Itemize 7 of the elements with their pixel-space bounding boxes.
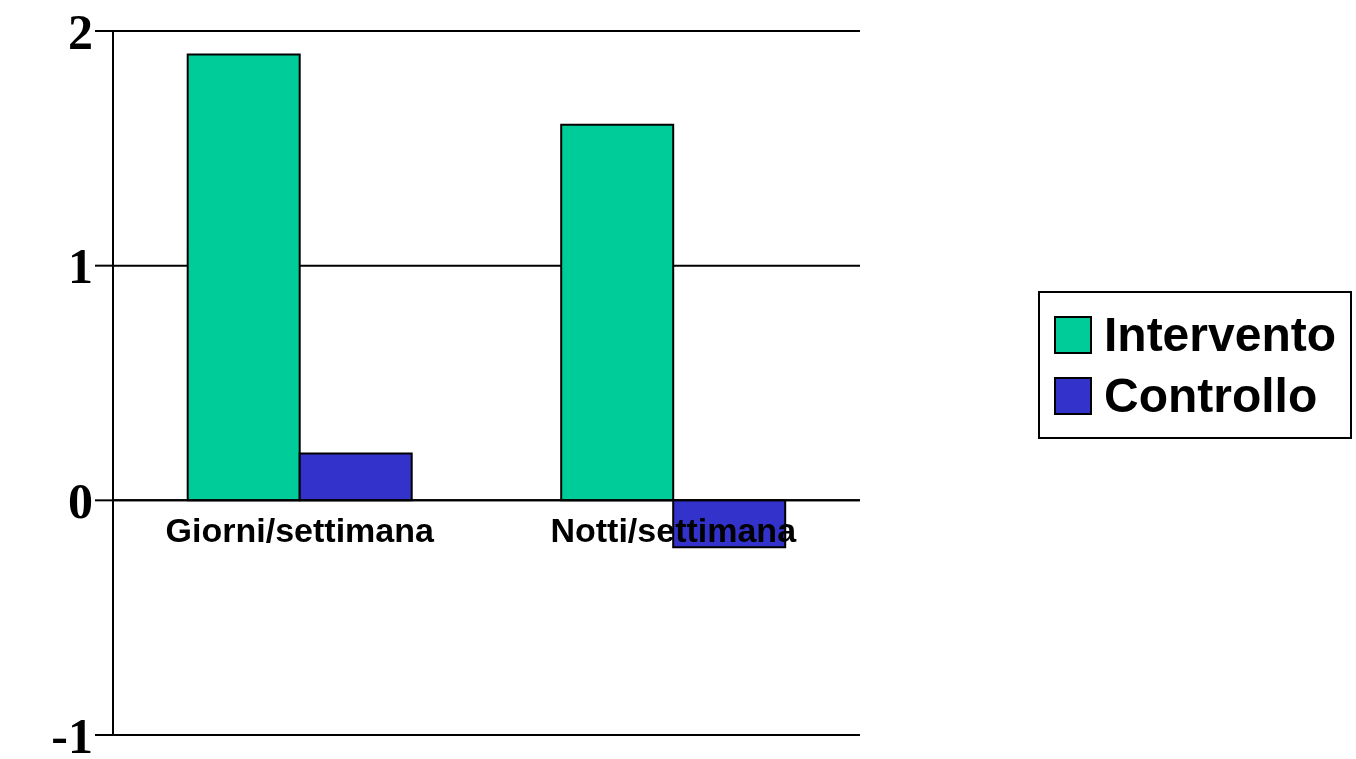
y-tick-label: 0 xyxy=(68,473,93,530)
x-tick-label: Giorni/settimana xyxy=(165,511,435,550)
legend-label: Controllo xyxy=(1103,368,1318,423)
y-tick-label: 2 xyxy=(68,3,93,60)
y-tick-label: 1 xyxy=(68,238,93,295)
y-tick-label: -1 xyxy=(51,707,93,759)
legend-label: Intervento xyxy=(1103,307,1336,362)
